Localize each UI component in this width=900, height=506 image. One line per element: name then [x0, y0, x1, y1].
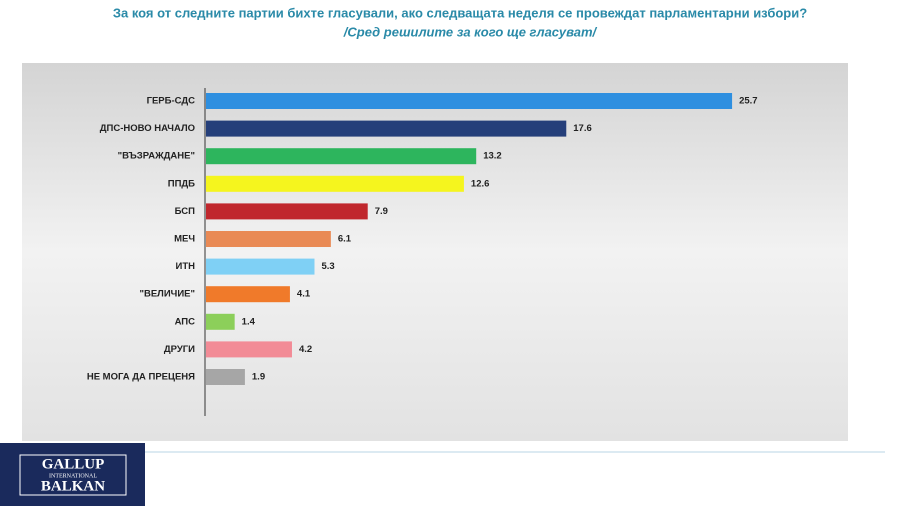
logo-text: INTERNATIONAL — [49, 473, 97, 479]
category-label: ДРУГИ — [164, 344, 195, 355]
category-label: НЕ МОГА ДА ПРЕЦЕНЯ — [87, 372, 195, 383]
value-label: 1.9 — [252, 372, 265, 383]
chart-title: За коя от следните партии бихте гласувал… — [113, 5, 807, 20]
category-label: БСП — [175, 206, 196, 217]
category-label: ППДБ — [168, 178, 195, 189]
logo-text: GALLUP — [42, 456, 105, 472]
bar — [206, 369, 245, 385]
bar — [206, 203, 368, 220]
value-label: 4.2 — [299, 344, 312, 355]
chart-subtitle: /Сред решилите за кого ще гласуват/ — [343, 24, 598, 39]
category-label: МЕЧ — [174, 234, 195, 245]
value-label: 13.2 — [483, 151, 502, 162]
value-label: 1.4 — [242, 316, 256, 327]
category-label: ДПС-НОВО НАЧАЛО — [100, 123, 195, 134]
bar — [206, 231, 331, 247]
plot-panel — [22, 63, 848, 441]
bar — [206, 175, 464, 192]
bar — [206, 148, 477, 165]
bar — [206, 120, 567, 137]
logo-text: BALKAN — [41, 478, 105, 494]
category-label: ГЕРБ-СДС — [147, 96, 196, 107]
value-label: 5.3 — [321, 261, 334, 272]
category-label: АПС — [175, 316, 196, 327]
category-label: ИТН — [176, 261, 196, 272]
value-label: 4.1 — [297, 289, 311, 300]
bar — [206, 258, 315, 275]
bar — [206, 93, 733, 109]
bar — [206, 286, 290, 303]
bar — [206, 313, 235, 330]
category-label: "ВЕЛИЧИЕ" — [139, 289, 195, 300]
value-label: 25.7 — [739, 96, 758, 107]
value-label: 6.1 — [338, 234, 352, 245]
value-label: 17.6 — [573, 123, 592, 134]
value-label: 12.6 — [471, 178, 490, 189]
category-label: "ВЪЗРАЖДАНЕ" — [118, 151, 195, 162]
value-label: 7.9 — [375, 206, 388, 217]
bar — [206, 341, 292, 358]
logo-frame — [19, 454, 127, 496]
